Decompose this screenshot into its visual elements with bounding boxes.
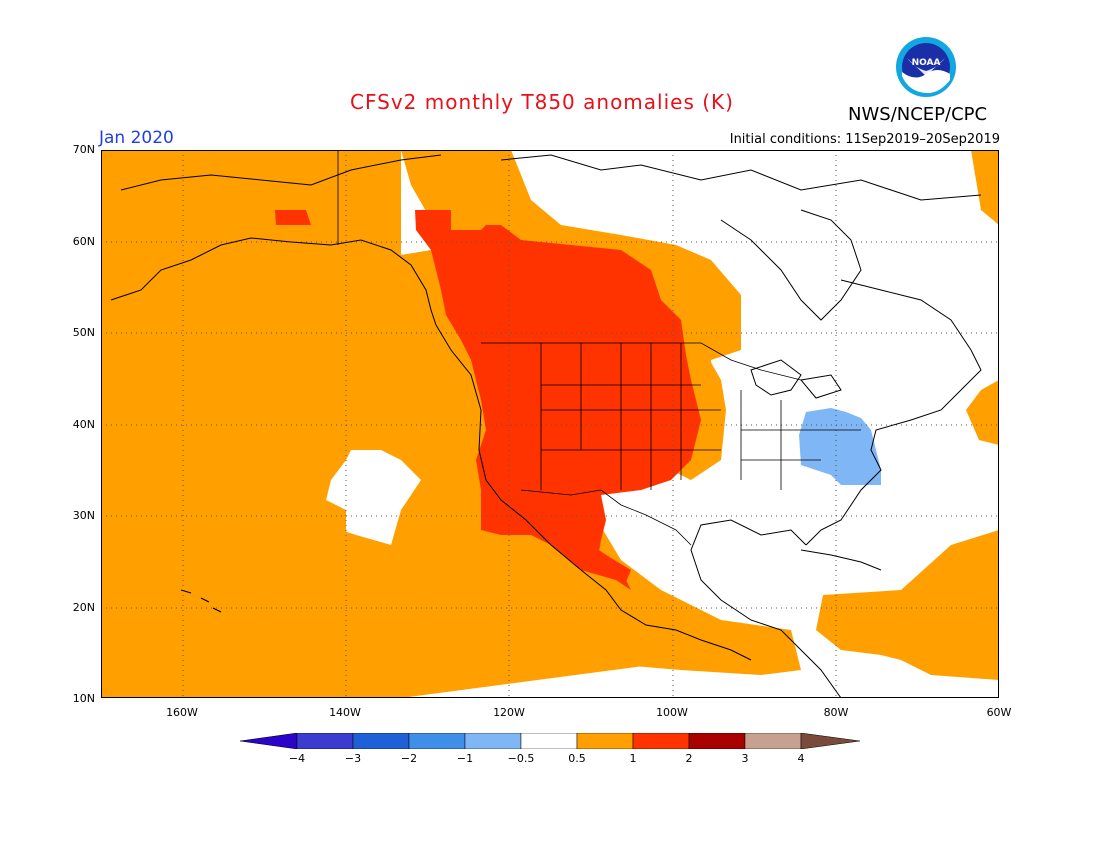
lon-label: 80W [823,706,849,719]
legend-label: −1 [456,752,474,765]
lon-label: 60W [986,706,1012,719]
lon-label: 120W [493,706,525,719]
legend-swatch-neg4-neg3 [296,733,354,749]
warm-anomaly-moderate [275,210,701,590]
lat-label: 60N [72,235,95,248]
warm-region-baja [536,530,631,582]
valid-month-label: Jan 2020 [99,128,174,148]
legend-label: 1 [629,752,637,765]
warm-region-northeast-canada [971,150,999,225]
legend-label: −4 [288,752,306,765]
legend-swatch-1-2 [632,733,690,749]
hudson-bay [720,209,862,321]
legend-label: −2 [400,752,418,765]
lat-label: 70N [72,143,95,156]
anomaly-map [101,150,999,698]
lon-label: 100W [656,706,688,719]
us-east-coast [805,389,962,546]
alaska-coast [110,237,437,326]
agency-label: NWS/NCEP/CPC [848,104,988,125]
legend-label: −3 [344,752,362,765]
us-west-coast [435,324,752,661]
political-boundaries [337,150,861,546]
initial-conditions-label: Initial conditions: 11Sep2019–20Sep2019 [729,132,1000,147]
us-state-lines [540,343,861,490]
warm-region-subtropical-east-pacific [101,545,651,698]
lon-label: 140W [329,706,361,719]
legend-label: 3 [741,752,749,765]
legend-label: 2 [685,752,693,765]
coastlines [110,154,982,698]
canada-us-border [481,342,802,381]
noaa-logo-text: NOAA [912,58,941,68]
legend-swatch-neutral [520,733,578,749]
warm-region-alaska-arctic [101,150,401,245]
warm-region-caribbean [816,530,999,680]
lat-label: 50N [72,326,95,339]
alaska-north-coast [120,154,442,191]
warm-region-alaska-spot [275,210,311,225]
lat-label: 30N [72,509,95,522]
legend-swatch-gt-4 [800,733,860,749]
warm-region-atlantic-east [966,380,999,445]
legend-swatch-3-4 [744,733,802,749]
arctic-islands [500,154,982,201]
us-mexico-border [520,489,692,546]
lon-label: 160W [166,706,198,719]
legend-swatch-2-3 [688,733,746,749]
chart-title: CFSv2 monthly T850 anomalies (K) [350,90,734,114]
central-america [750,619,842,698]
color-legend [240,733,860,749]
lat-label: 20N [72,601,95,614]
noaa-logo: NOAA [896,37,956,97]
lat-label: 10N [72,692,95,705]
legend-swatch-neg1-neg05 [464,733,522,749]
lat-label: 40N [72,418,95,431]
hawaii [180,589,222,613]
warm-region-western-north-america [415,210,701,590]
legend-label: 0.5 [568,752,586,765]
legend-swatch-05-1 [576,733,634,749]
legend-swatch-lt-neg4 [240,733,298,749]
legend-label: −0.5 [507,752,535,765]
gulf-coast [690,519,807,621]
legend-swatch-neg3-neg2 [352,733,410,749]
canada-east-coast [840,279,982,391]
cuba [800,549,882,571]
great-lakes [750,359,842,399]
legend-label: 4 [797,752,805,765]
legend-swatch-neg2-neg1 [408,733,466,749]
cold-anomaly-mid-atlantic [799,408,881,485]
